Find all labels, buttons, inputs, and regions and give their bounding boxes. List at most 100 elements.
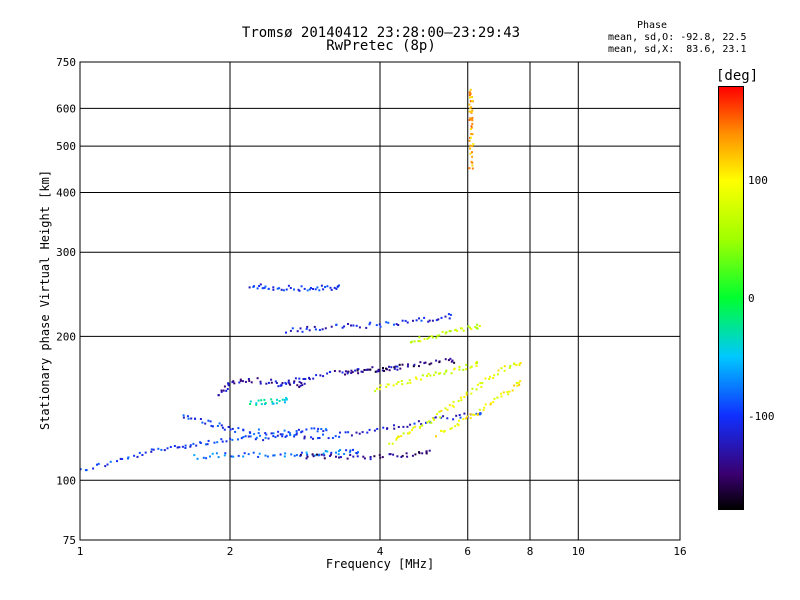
data-point: [293, 434, 296, 437]
data-point: [484, 377, 487, 380]
data-point: [303, 382, 306, 385]
data-point: [438, 372, 440, 375]
data-point: [412, 365, 415, 368]
data-point: [448, 404, 451, 407]
data-point: [433, 419, 436, 421]
data-point: [338, 284, 340, 287]
data-point: [287, 284, 290, 287]
data-point: [462, 329, 465, 332]
data-point: [259, 283, 262, 286]
data-point: [439, 372, 442, 375]
data-point: [518, 383, 521, 386]
data-point: [445, 369, 448, 372]
data-point: [472, 413, 475, 416]
data-point: [227, 384, 230, 387]
data-point: [320, 453, 323, 456]
data-point: [237, 427, 240, 430]
data-point: [305, 457, 308, 460]
data-point: [281, 435, 284, 438]
data-point: [348, 451, 351, 454]
data-point: [206, 443, 209, 446]
data-point: [247, 435, 250, 438]
data-point: [327, 437, 330, 440]
data-point: [192, 442, 195, 445]
data-point: [320, 428, 323, 430]
data-point: [298, 289, 301, 292]
data-point: [503, 365, 506, 368]
data-point: [440, 430, 443, 433]
data-point: [439, 416, 442, 419]
data-point: [79, 468, 82, 471]
data-point: [383, 370, 386, 372]
data-point: [395, 323, 398, 326]
data-point: [289, 287, 292, 289]
data-point: [500, 367, 503, 370]
data-point: [323, 457, 326, 460]
data-point: [329, 453, 332, 456]
data-point: [253, 285, 255, 288]
data-point: [195, 444, 198, 447]
data-point: [373, 429, 376, 432]
data-point: [127, 456, 130, 459]
data-point: [338, 456, 340, 459]
data-point: [471, 116, 474, 119]
data-point: [376, 387, 378, 390]
data-point: [296, 330, 299, 333]
data-point: [282, 289, 285, 292]
data-point: [437, 318, 440, 321]
data-point: [428, 319, 431, 322]
data-point: [326, 372, 329, 375]
data-point: [196, 457, 199, 460]
data-point: [450, 360, 453, 363]
data-point: [136, 455, 139, 458]
data-point: [313, 427, 316, 430]
data-point: [312, 455, 315, 458]
data-point: [368, 428, 371, 431]
data-point: [272, 454, 275, 457]
data-point: [318, 437, 321, 439]
data-point: [424, 361, 427, 364]
data-point: [297, 428, 300, 431]
data-point: [471, 155, 474, 158]
data-point: [420, 423, 423, 426]
data-point: [423, 338, 426, 341]
data-point: [356, 455, 359, 458]
data-point: [456, 423, 459, 426]
data-point: [428, 363, 431, 366]
data-point: [324, 327, 327, 330]
data-point: [471, 133, 474, 136]
data-point: [362, 455, 365, 458]
data-point: [438, 410, 441, 413]
x-tick-label: 2: [227, 545, 234, 558]
data-point: [242, 436, 245, 438]
data-point: [277, 430, 280, 433]
data-point: [295, 454, 298, 457]
data-point: [241, 380, 244, 383]
data-point: [104, 465, 107, 468]
data-point: [248, 431, 251, 434]
data-point: [357, 372, 360, 375]
data-point: [253, 433, 256, 436]
data-point: [460, 399, 463, 402]
data-point: [421, 452, 424, 455]
data-point: [449, 313, 452, 316]
data-point: [341, 326, 344, 329]
data-point: [460, 327, 462, 330]
data-point: [502, 391, 505, 394]
data-point: [406, 382, 409, 385]
data-point: [412, 426, 415, 429]
data-point: [436, 413, 438, 416]
data-point: [385, 321, 388, 324]
data-point: [264, 454, 267, 457]
data-point: [393, 323, 395, 326]
data-point: [166, 447, 169, 450]
data-point: [447, 313, 450, 316]
data-point: [440, 409, 443, 412]
data-point: [444, 315, 447, 318]
data-point: [419, 340, 422, 343]
data-point: [423, 316, 426, 319]
data-point: [414, 425, 417, 428]
colorbar-tick-label: -100: [748, 409, 775, 423]
data-point: [469, 88, 472, 91]
data-point: [211, 452, 214, 455]
